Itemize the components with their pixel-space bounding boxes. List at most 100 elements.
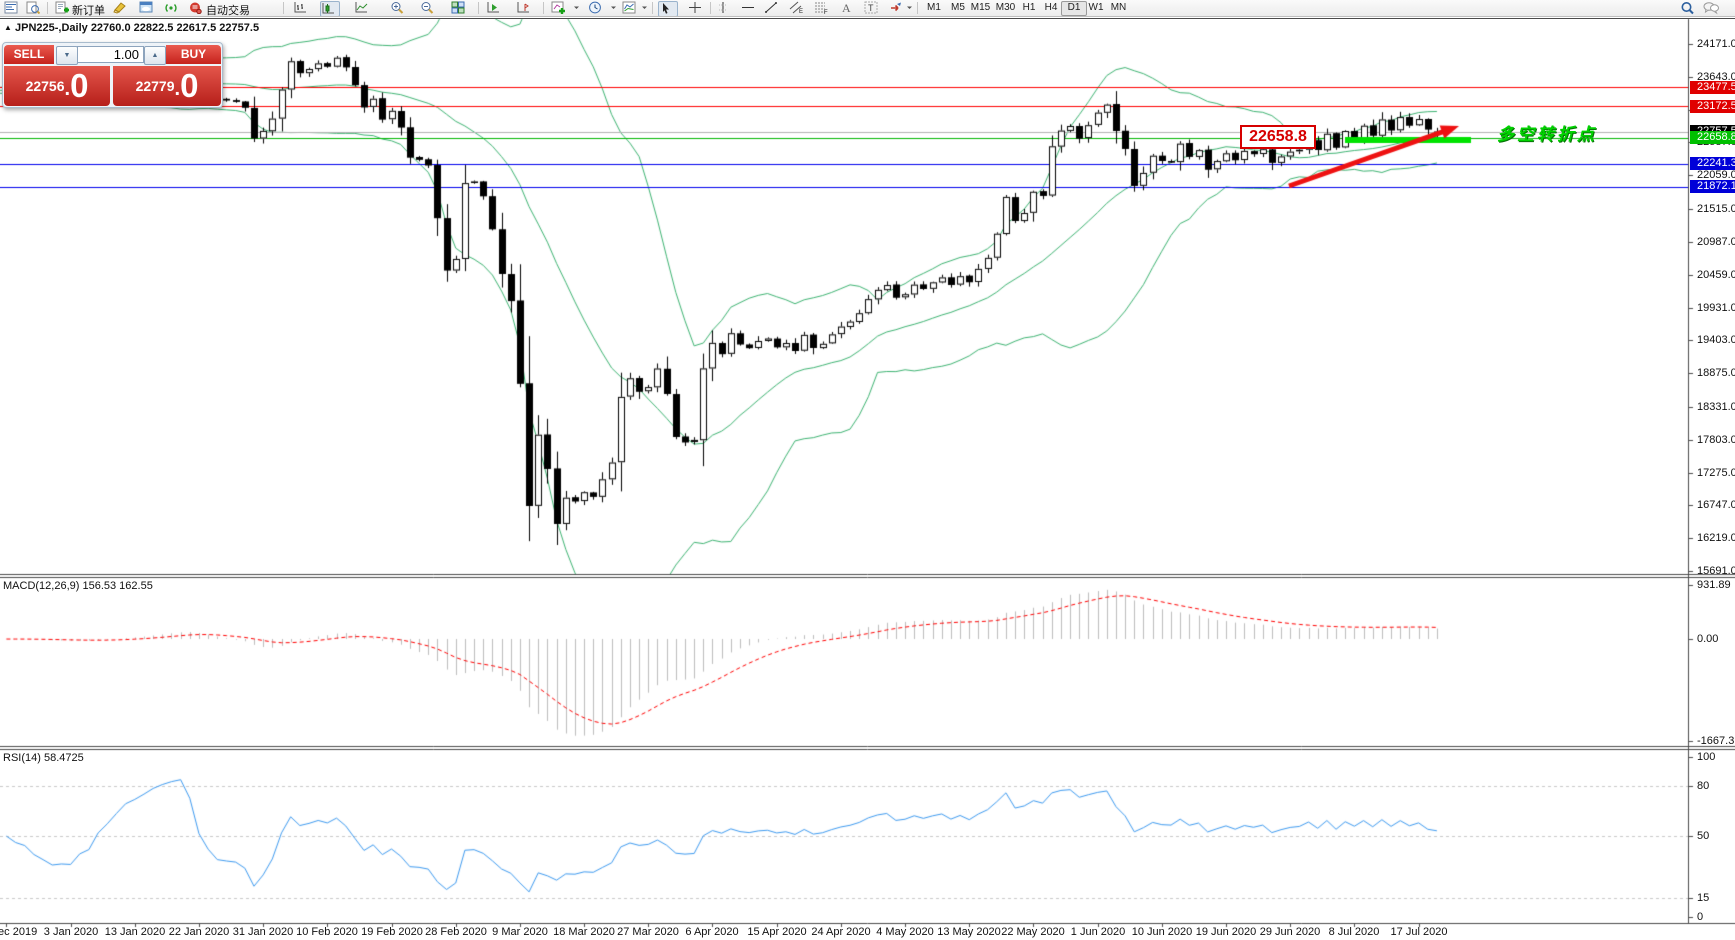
rsi-axis-label: 15 [1697, 892, 1710, 904]
time-axis-label: 9 Mar 2020 [492, 926, 548, 938]
line-chart-mode-icon[interactable] [354, 1, 372, 15]
price-axis-label: 19931.0 [1697, 301, 1735, 314]
macd-label: MACD(12,26,9) 156.53 162.55 [3, 580, 153, 592]
sell-button[interactable]: SELL [4, 45, 54, 64]
chat-icon[interactable] [1703, 1, 1721, 15]
time-axis-label: 24 Apr 2020 [811, 926, 871, 938]
shapes-icon[interactable] [889, 1, 907, 15]
fibonacci-icon[interactable]: F [814, 1, 832, 15]
auto-trading-icon[interactable] [188, 1, 206, 15]
vline-icon[interactable] [716, 1, 734, 15]
time-axis-label: 13 Jan 2020 [104, 926, 166, 938]
buy-price-button[interactable]: 22779.0 [113, 66, 221, 106]
rsi-axis-label: 50 [1697, 830, 1710, 842]
time-axis-label: 22 Jan 2020 [168, 926, 230, 938]
time-axis-label: 31 Jan 2020 [232, 926, 294, 938]
buy-button[interactable]: BUY [166, 45, 221, 64]
price-axis-label: 15691.0 [1697, 565, 1735, 578]
timeframe-H4[interactable]: H4 [1044, 2, 1058, 13]
timeframe-D1[interactable]: D1 [1061, 1, 1087, 16]
timeframe-W1[interactable]: W1 [1088, 2, 1104, 13]
toolbar-separator [652, 2, 653, 14]
auto-scroll-icon[interactable] [486, 1, 504, 15]
label-new-order[interactable]: 新订单 [72, 5, 105, 17]
timeframe-M1[interactable]: M1 [927, 2, 941, 13]
buy-price-pip: 0 [180, 67, 199, 104]
trendline-icon[interactable] [764, 1, 782, 15]
market-watch-icon[interactable] [4, 1, 22, 15]
time-axis-label: 6 Apr 2020 [685, 926, 739, 938]
chart-shift-icon[interactable] [516, 1, 534, 15]
volume-decrease-button[interactable]: ▼ [56, 46, 78, 65]
one-click-trading-panel: SELL ▼ 1.00 ▲ BUY 22756.0 22779.0 [2, 42, 223, 108]
timeframe-M30[interactable]: M30 [995, 2, 1016, 13]
time-axis-label: 3 Jan 2020 [43, 926, 99, 938]
text-label-icon[interactable]: T [864, 1, 882, 15]
search-icon[interactable] [1680, 1, 1698, 15]
annotation-text-cn: 多空转折点 [1497, 125, 1597, 144]
svg-text:A: A [842, 1, 851, 14]
svg-text:F: F [824, 10, 828, 14]
price-callout-22658: 22658.8 [1240, 125, 1316, 149]
templates-icon[interactable] [622, 1, 640, 15]
volume-increase-button[interactable]: ▲ [144, 46, 166, 65]
chart-symbol-period: JPN225-,Daily [14, 22, 88, 34]
time-axis-label: 19 Feb 2020 [361, 926, 423, 938]
shapes-dropdown-icon[interactable] [906, 1, 924, 15]
collapse-icon[interactable]: ▲ [4, 23, 12, 32]
new-order-icon[interactable] [55, 1, 73, 15]
zoom-out-icon[interactable] [420, 1, 438, 15]
price-axis-label: 20987.0 [1697, 235, 1735, 248]
bar-chart-mode-icon[interactable] [293, 1, 311, 15]
hline-icon[interactable] [741, 1, 759, 15]
ohlc-open: 22760.0 [90, 22, 131, 34]
timeframe-H1[interactable]: H1 [1022, 2, 1036, 13]
price-axis-label: 22059.0 [1697, 169, 1735, 182]
macd-axis-label: -1667.31 [1697, 735, 1735, 747]
timeframe-M15[interactable]: M15 [970, 2, 991, 13]
indicators-icon[interactable] [551, 1, 569, 15]
time-axis-label: 10 Feb 2020 [296, 926, 358, 938]
volume-input[interactable]: 1.00 [77, 46, 144, 63]
channel-icon[interactable]: E [789, 1, 807, 15]
macd-axis-label: 0.00 [1697, 633, 1719, 645]
crosshair-icon[interactable] [688, 1, 706, 15]
templates-dropdown-icon[interactable] [641, 1, 659, 15]
navigator-icon[interactable] [26, 1, 44, 15]
sell-price-button[interactable]: 22756.0 [4, 66, 110, 106]
time-axis-label: 1 Jun 2020 [1070, 926, 1126, 938]
periods-icon[interactable] [588, 1, 606, 15]
tile-windows-icon[interactable] [451, 1, 469, 15]
label-auto-trading[interactable]: 自动交易 [206, 5, 250, 17]
rsi-axis-label: 0 [1697, 911, 1704, 923]
price-axis-label: 21515.0 [1697, 203, 1735, 216]
chart-top-border [0, 18, 1735, 19]
indicators-dropdown-icon[interactable] [573, 1, 591, 15]
candle-chart-mode-icon[interactable] [320, 1, 340, 17]
zoom-in-icon[interactable] [390, 1, 408, 15]
periods-dropdown-icon[interactable] [610, 1, 628, 15]
svg-text:E: E [799, 9, 803, 14]
text-icon[interactable]: A [839, 1, 857, 15]
signal-icon[interactable] [164, 1, 182, 15]
toolbar-separator [47, 2, 48, 14]
svg-text:T: T [868, 3, 874, 13]
styler-icon[interactable] [113, 1, 131, 15]
price-axis-label: 17803.0 [1697, 433, 1735, 446]
time-axis-label: 29 Jun 2020 [1259, 926, 1321, 938]
ohlc-close: 22757.5 [219, 22, 260, 34]
toolbar-separator [543, 2, 544, 14]
price-axis-label: 19403.0 [1697, 334, 1735, 347]
terminal-icon[interactable] [139, 1, 157, 15]
timeframe-MN[interactable]: MN [1110, 2, 1127, 13]
ohlc-low: 22617.5 [176, 22, 217, 34]
time-axis-label: 25 Dec 2019 [0, 926, 38, 938]
time-axis-label: 27 Mar 2020 [617, 926, 679, 938]
toolbar-separator [710, 2, 711, 14]
cursor-icon[interactable] [658, 1, 678, 17]
rsi-axis-label: 80 [1697, 780, 1710, 792]
timeframe-M5[interactable]: M5 [951, 2, 965, 13]
rsi-label: RSI(14) 58.4725 [3, 752, 84, 764]
time-axis-label: 13 May 2020 [937, 926, 1001, 938]
